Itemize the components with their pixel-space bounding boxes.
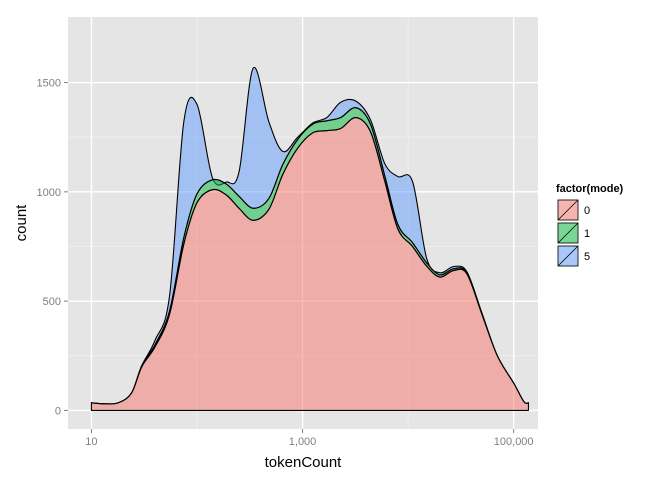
legend-key-slash bbox=[557, 222, 579, 244]
y-tick-label: 1000 bbox=[37, 187, 61, 199]
x-tick-label: 10 bbox=[85, 436, 97, 448]
y-axis: 0 500 1000 1500 bbox=[37, 78, 68, 417]
area-series-0 bbox=[90, 116, 529, 411]
x-axis-title: tokenCount bbox=[265, 454, 343, 471]
legend-keys: 0 1 5 bbox=[556, 198, 590, 268]
legend: factor(mode) 0 1 5 bbox=[556, 183, 624, 268]
area-layers bbox=[90, 66, 529, 411]
legend-label-1: 1 bbox=[584, 228, 590, 240]
legend-key-slash bbox=[557, 245, 579, 267]
y-tick-label: 1500 bbox=[37, 78, 61, 90]
y-tick-label: 500 bbox=[43, 296, 61, 308]
legend-key-slash bbox=[557, 199, 579, 221]
y-tick-label: 0 bbox=[55, 405, 61, 417]
y-axis-title: count bbox=[13, 204, 30, 242]
legend-label-0: 0 bbox=[584, 205, 590, 217]
x-tick-label: 1,000 bbox=[289, 436, 317, 448]
legend-label-5: 5 bbox=[584, 251, 590, 263]
x-tick-label: 100,000 bbox=[494, 436, 534, 448]
legend-title: factor(mode) bbox=[556, 183, 624, 195]
x-axis: 10 1,000 100,000 bbox=[85, 429, 534, 448]
